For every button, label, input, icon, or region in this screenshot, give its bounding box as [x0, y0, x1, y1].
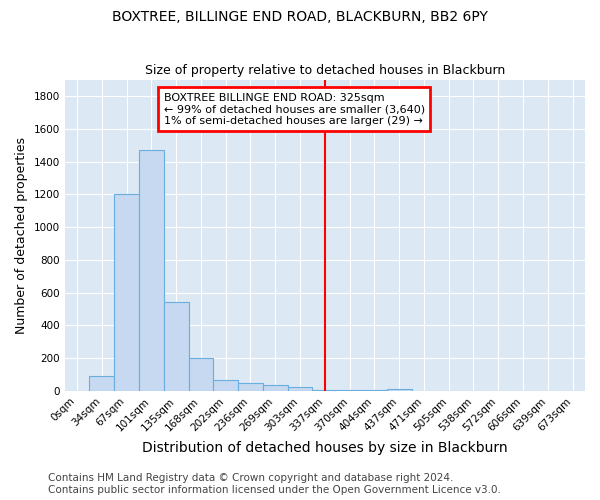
Bar: [188, 358, 214, 391]
Bar: [139, 150, 164, 391]
Bar: [214, 380, 238, 391]
Y-axis label: Number of detached properties: Number of detached properties: [15, 137, 28, 334]
Text: Contains HM Land Registry data © Crown copyright and database right 2024.
Contai: Contains HM Land Registry data © Crown c…: [48, 474, 501, 495]
Bar: [263, 385, 287, 391]
Bar: [89, 376, 114, 391]
Bar: [164, 302, 188, 391]
Text: BOXTREE, BILLINGE END ROAD, BLACKBURN, BB2 6PY: BOXTREE, BILLINGE END ROAD, BLACKBURN, B…: [112, 10, 488, 24]
X-axis label: Distribution of detached houses by size in Blackburn: Distribution of detached houses by size …: [142, 441, 508, 455]
Text: BOXTREE BILLINGE END ROAD: 325sqm
← 99% of detached houses are smaller (3,640)
1: BOXTREE BILLINGE END ROAD: 325sqm ← 99% …: [164, 92, 425, 126]
Bar: [387, 389, 412, 391]
Bar: [114, 194, 139, 391]
Bar: [313, 390, 337, 391]
Bar: [238, 383, 263, 391]
Bar: [337, 390, 362, 391]
Title: Size of property relative to detached houses in Blackburn: Size of property relative to detached ho…: [145, 64, 505, 77]
Bar: [362, 390, 387, 391]
Bar: [287, 387, 313, 391]
